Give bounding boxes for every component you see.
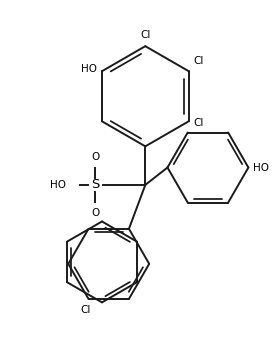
Text: S: S <box>91 178 99 191</box>
Text: HO: HO <box>81 64 97 74</box>
Text: HO: HO <box>50 180 66 190</box>
Text: HO: HO <box>253 163 269 172</box>
Text: O: O <box>91 208 99 218</box>
Text: Cl: Cl <box>193 118 204 128</box>
Text: O: O <box>91 152 99 162</box>
Text: Cl: Cl <box>81 305 91 315</box>
Text: Cl: Cl <box>140 30 150 40</box>
Text: Cl: Cl <box>193 56 204 66</box>
